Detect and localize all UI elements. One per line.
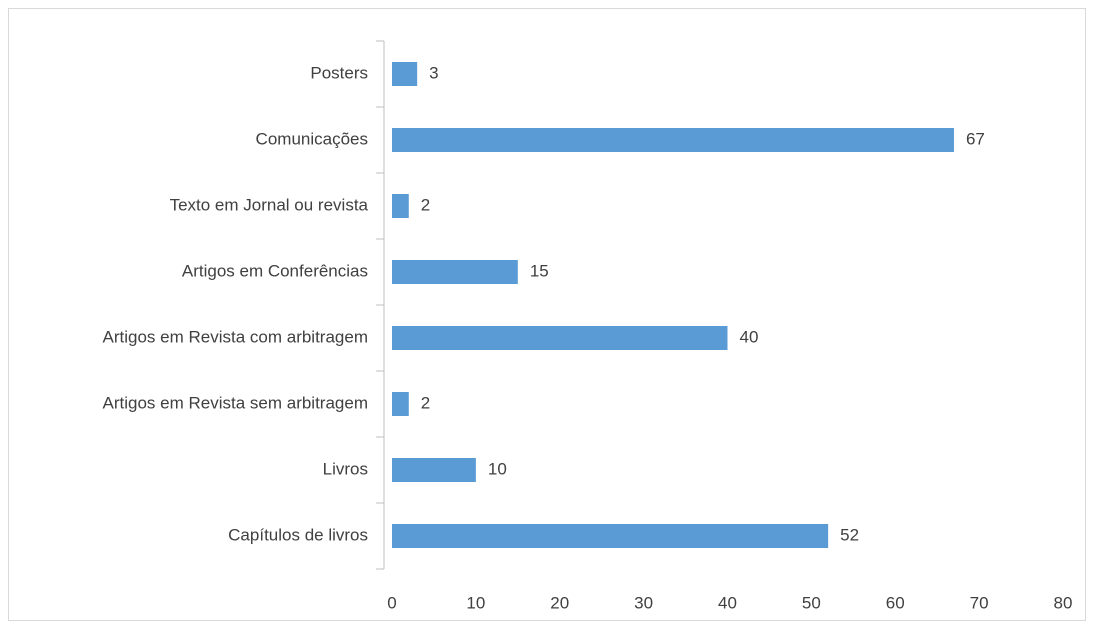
y-tick-label: Capítulos de livros (228, 525, 368, 544)
data-label: 2 (421, 195, 430, 214)
x-tick-label: 20 (550, 593, 569, 612)
x-tick-label: 50 (802, 593, 821, 612)
bar (392, 392, 409, 416)
y-tick-label: Comunicações (256, 129, 368, 148)
y-tick-label: Livros (323, 459, 368, 478)
bar (392, 128, 954, 152)
x-tick-label: 10 (466, 593, 485, 612)
bar (392, 524, 829, 548)
chart-frame (8, 8, 1086, 621)
data-label: 40 (740, 327, 759, 346)
x-tick-label: 0 (387, 593, 396, 612)
x-tick-label: 70 (970, 593, 989, 612)
x-tick-label: 30 (634, 593, 653, 612)
y-tick-label: Artigos em Conferências (182, 261, 368, 280)
bar (392, 62, 418, 86)
y-tick-label: Texto em Jornal ou revista (170, 195, 369, 214)
data-label: 3 (429, 63, 438, 82)
y-tick-label: Artigos em Revista com arbitragem (103, 327, 368, 346)
data-label: 67 (966, 129, 985, 148)
bar (392, 326, 728, 350)
data-label: 10 (488, 459, 507, 478)
x-tick-label: 80 (1054, 593, 1073, 612)
y-tick-label: Posters (310, 63, 368, 82)
data-label: 15 (530, 261, 549, 280)
data-label: 52 (840, 525, 859, 544)
x-tick-label: 40 (718, 593, 737, 612)
bar (392, 194, 409, 218)
x-tick-label: 60 (886, 593, 905, 612)
data-label: 2 (421, 393, 430, 412)
bar (392, 458, 476, 482)
bar (392, 260, 518, 284)
y-tick-label: Artigos em Revista sem arbitragem (103, 393, 368, 412)
